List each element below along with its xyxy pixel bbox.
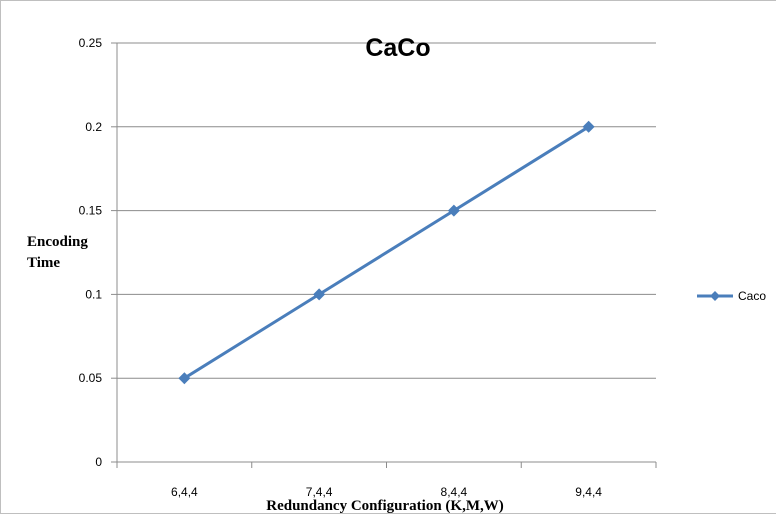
x-axis-label: Redundancy Configuration (K,M,W) [266, 498, 504, 514]
y-axis-label-line2: Time [27, 255, 60, 271]
y-tick-labels: 0 0.05 0.1 0.15 0.2 0.25 [79, 36, 103, 469]
y-tick-label: 0 [95, 455, 102, 469]
y-tick-label: 0.25 [79, 36, 103, 50]
legend-label: Caco [738, 289, 766, 303]
data-point-marker [447, 204, 460, 217]
legend-marker [710, 291, 720, 301]
y-axis-label-line1: Encoding [27, 234, 88, 250]
x-tick-label: 6,4,4 [171, 485, 198, 499]
gridlines [117, 42, 656, 379]
x-tick-label: 7,4,4 [306, 485, 333, 499]
y-tick-label: 0.15 [79, 204, 103, 218]
y-tick-label: 0.2 [85, 120, 102, 134]
data-point-marker [178, 372, 191, 385]
data-point-marker [582, 120, 595, 133]
x-tick-label: 9,4,4 [575, 485, 602, 499]
x-tick-label: 8,4,4 [441, 485, 468, 499]
series-line [183, 125, 590, 380]
x-tick-labels: 6,4,4 7,4,4 8,4,4 9,4,4 [171, 485, 602, 499]
legend: Caco [697, 289, 766, 303]
y-tick-label: 0.1 [85, 287, 102, 301]
axes [111, 42, 657, 468]
series-layer [178, 120, 595, 385]
chart-title: CaCo [365, 34, 430, 62]
y-tick-label: 0.05 [79, 371, 103, 385]
data-point-marker [313, 288, 326, 301]
